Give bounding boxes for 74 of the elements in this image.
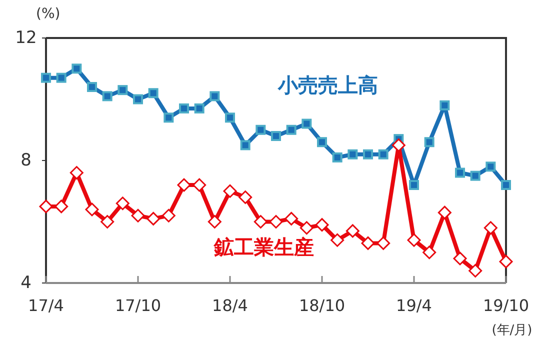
point [148, 88, 158, 98]
x-axis-title: (年/月) [492, 323, 532, 338]
point [438, 206, 452, 220]
point [192, 178, 206, 192]
point [70, 166, 84, 180]
point [102, 91, 112, 102]
y-tick-label: 12 [15, 28, 37, 48]
point [177, 178, 191, 192]
point [376, 236, 390, 250]
point [39, 200, 53, 214]
point [300, 221, 314, 235]
y-tick-label: 4 [20, 273, 32, 293]
point [87, 82, 97, 92]
point [116, 196, 130, 210]
point [256, 124, 266, 135]
point [501, 180, 511, 190]
point [254, 215, 268, 228]
point [179, 103, 189, 114]
point [269, 215, 283, 228]
point [271, 131, 281, 141]
point [41, 72, 51, 83]
point [332, 152, 342, 162]
point [315, 218, 329, 232]
point [146, 212, 160, 226]
point [453, 252, 467, 266]
point [484, 221, 498, 235]
point [455, 168, 465, 178]
x-tick-label: 18/10 [298, 296, 346, 315]
point [317, 137, 327, 148]
point [208, 215, 222, 228]
point [194, 103, 204, 114]
point [72, 64, 82, 74]
y-axis-title: (%) [36, 6, 60, 22]
point [223, 184, 237, 198]
point [240, 140, 250, 150]
point [54, 200, 68, 214]
x-tick-label: 17/4 [28, 296, 64, 315]
point [330, 233, 344, 247]
point [284, 212, 298, 226]
point [238, 190, 252, 204]
point [348, 149, 358, 160]
point [210, 91, 220, 102]
point [407, 233, 421, 247]
point [85, 202, 99, 216]
x-tick-label: 18/4 [212, 296, 248, 315]
point [225, 112, 235, 123]
point [118, 85, 128, 96]
point [392, 138, 406, 152]
point [302, 118, 312, 129]
y-tick-label: 8 [20, 150, 32, 170]
point [131, 208, 145, 222]
point [499, 254, 513, 268]
point [346, 224, 360, 238]
point [363, 149, 373, 160]
point [100, 215, 114, 228]
point [470, 170, 480, 181]
point [424, 137, 434, 148]
point [440, 100, 450, 110]
series-label: 鉱工業生産 [213, 235, 314, 259]
point [361, 236, 375, 250]
x-tick-label: 17/10 [114, 296, 162, 315]
point [486, 162, 496, 172]
point [162, 208, 176, 222]
point [468, 264, 482, 278]
series-label: 小売売上高 [277, 73, 378, 97]
point [422, 246, 436, 260]
point [409, 180, 419, 190]
x-tick-label: 19/4 [396, 296, 432, 315]
point [286, 124, 296, 135]
point [133, 94, 143, 104]
point [378, 149, 388, 160]
x-tick-label: 19/10 [482, 296, 530, 315]
point [56, 72, 66, 83]
point [164, 112, 174, 123]
